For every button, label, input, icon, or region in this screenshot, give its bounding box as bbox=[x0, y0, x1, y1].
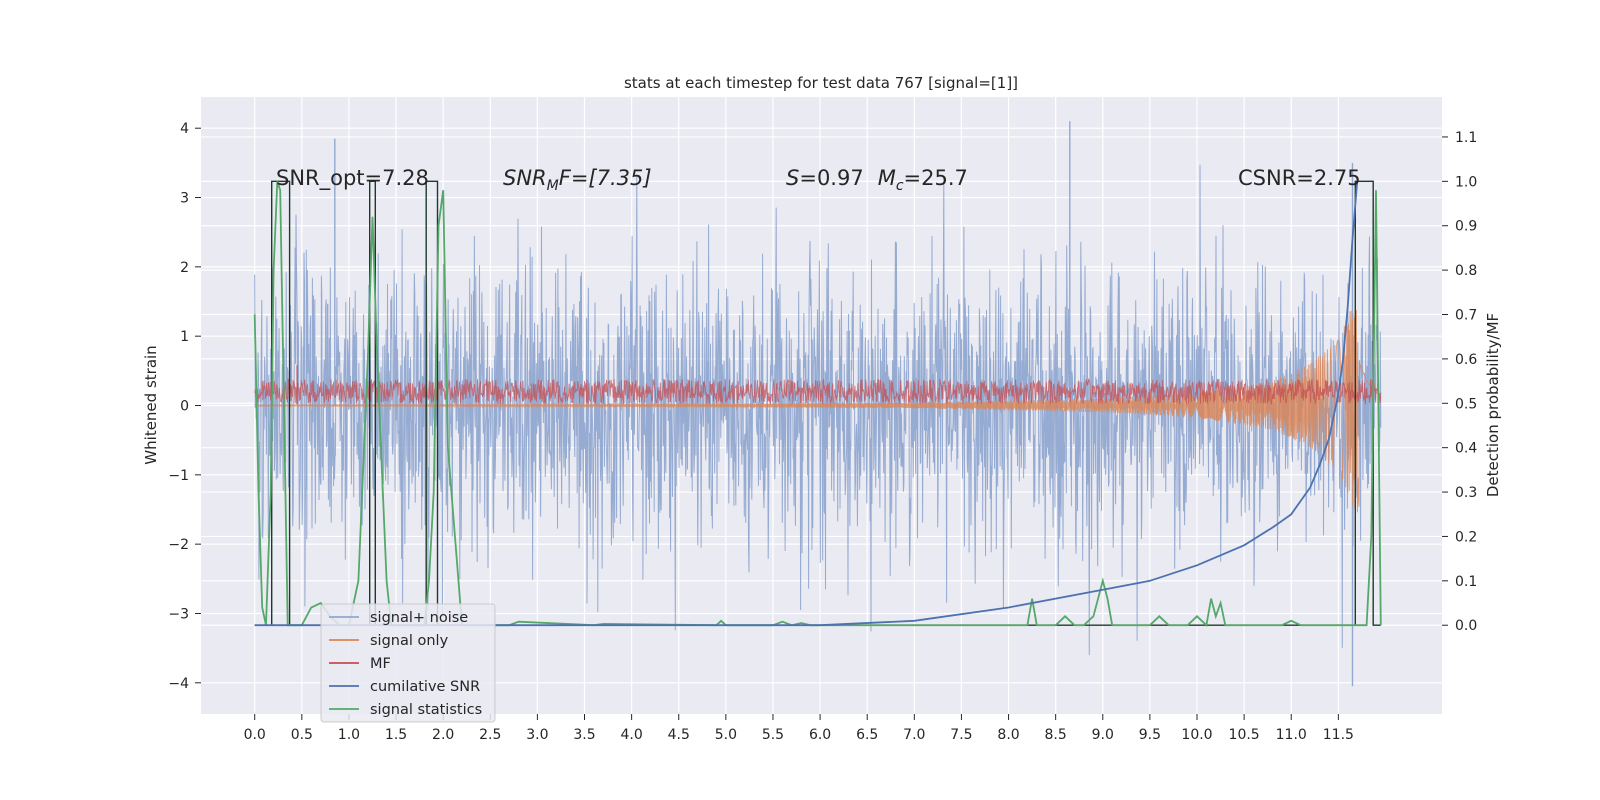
x-tick-label: 1.5 bbox=[385, 727, 407, 743]
legend-box bbox=[320, 603, 496, 723]
y-tick-label: 1 bbox=[180, 329, 189, 345]
x-tick-label: 3.0 bbox=[526, 727, 548, 743]
legend-label-signal-only: signal only bbox=[370, 633, 449, 649]
legend-label-mf: MF bbox=[370, 656, 391, 672]
y-right-tick-label: 0.9 bbox=[1455, 219, 1477, 235]
x-tick-label: 0.5 bbox=[291, 727, 313, 743]
x-tick-label: 6.5 bbox=[856, 727, 878, 743]
x-tick-label: 3.5 bbox=[573, 727, 595, 743]
y-axis-label-right: Detection probability/MF bbox=[1484, 313, 1502, 497]
x-tick-label: 9.0 bbox=[1092, 727, 1114, 743]
x-tick-label: 9.5 bbox=[1139, 727, 1161, 743]
annotation-snr-mf: SNRMF=[7.35] bbox=[503, 166, 652, 194]
chart-title: stats at each timestep for test data 767… bbox=[624, 74, 1018, 92]
y-right-tick-label: 0.0 bbox=[1455, 618, 1477, 634]
series-signal-noise-line bbox=[254, 164, 1382, 656]
y-tick-label: −4 bbox=[168, 676, 189, 692]
x-tick-label: 8.5 bbox=[1045, 727, 1067, 743]
y-right-tick-label: 0.4 bbox=[1455, 441, 1477, 457]
legend-label-signal-noise: signal+ noise bbox=[370, 610, 468, 626]
y-right-tick-label: 1.0 bbox=[1455, 174, 1477, 190]
y-right-tick-label: 0.6 bbox=[1455, 352, 1477, 368]
series-signal-statistics-line bbox=[253, 181, 1382, 628]
y-tick-label: 4 bbox=[180, 121, 189, 137]
y-right-tick-label: 0.7 bbox=[1455, 308, 1477, 324]
ticks: 0.0 0.5 1.0 1.5 2.0 2.5 3.0 3.5 4.0 4.5 5.0 5.5 6.0 6… bbox=[168, 121, 1477, 743]
annotation-csnr: CSNR=2.75 bbox=[1238, 166, 1361, 190]
x-tick-label: 6.0 bbox=[809, 727, 831, 743]
x-tick-label: 0.0 bbox=[244, 727, 266, 743]
legend-label-signal-statistics: signal statistics bbox=[370, 702, 482, 718]
y-axis-label-left: Whitened strain bbox=[142, 345, 160, 464]
x-tick-label: 10.0 bbox=[1181, 727, 1212, 743]
x-tick-label: 5.5 bbox=[762, 727, 784, 743]
y-right-tick-label: 1.1 bbox=[1455, 130, 1477, 146]
x-tick-label: 8.0 bbox=[997, 727, 1019, 743]
y-right-tick-label: 0.5 bbox=[1455, 396, 1477, 412]
x-tick-label: 4.0 bbox=[620, 727, 642, 743]
legend-label-cumulative-snr: cumilative SNR bbox=[370, 679, 480, 695]
x-tick-label: 4.5 bbox=[668, 727, 690, 743]
y-tick-label: −3 bbox=[168, 606, 189, 622]
x-tick-label: 11.5 bbox=[1323, 727, 1354, 743]
y-tick-label: 2 bbox=[180, 260, 189, 276]
y-right-tick-label: 0.8 bbox=[1455, 263, 1477, 279]
y-right-tick-label: 0.1 bbox=[1455, 574, 1477, 590]
y-tick-label: −1 bbox=[168, 468, 189, 484]
y-right-tick-label: 0.2 bbox=[1455, 529, 1477, 545]
x-tick-label: 2.0 bbox=[432, 727, 454, 743]
y-right-tick-label: 0.3 bbox=[1455, 485, 1477, 501]
series-signal-only-line bbox=[254, 309, 1382, 513]
annotation-s-mc: S=0.97 Mc=25.7 bbox=[786, 166, 968, 194]
signal-only-layer bbox=[254, 309, 1382, 513]
x-tick-label: 7.5 bbox=[950, 727, 972, 743]
x-tick-label: 11.0 bbox=[1276, 727, 1307, 743]
mf-layer bbox=[254, 365, 1382, 405]
series-mf-line bbox=[254, 378, 1382, 405]
series-cumulative-snr-line bbox=[254, 181, 1359, 627]
y-tick-label: 3 bbox=[180, 191, 189, 207]
annotation-snr-opt: SNR_opt=7.28 bbox=[276, 166, 429, 191]
x-tick-label: 7.0 bbox=[903, 727, 925, 743]
x-tick-label: 10.5 bbox=[1229, 727, 1260, 743]
y-tick-label: 0 bbox=[180, 399, 189, 415]
y-tick-label: −2 bbox=[168, 537, 189, 553]
x-tick-label: 1.0 bbox=[338, 727, 360, 743]
legend: signal+ noise signal only MF cumilative … bbox=[320, 603, 496, 723]
x-tick-label: 2.5 bbox=[479, 727, 501, 743]
x-tick-label: 5.0 bbox=[715, 727, 737, 743]
annotations: SNR_opt=7.28 SNRMF=[7.35] S=0.97 Mc=25.7 … bbox=[276, 166, 1361, 194]
